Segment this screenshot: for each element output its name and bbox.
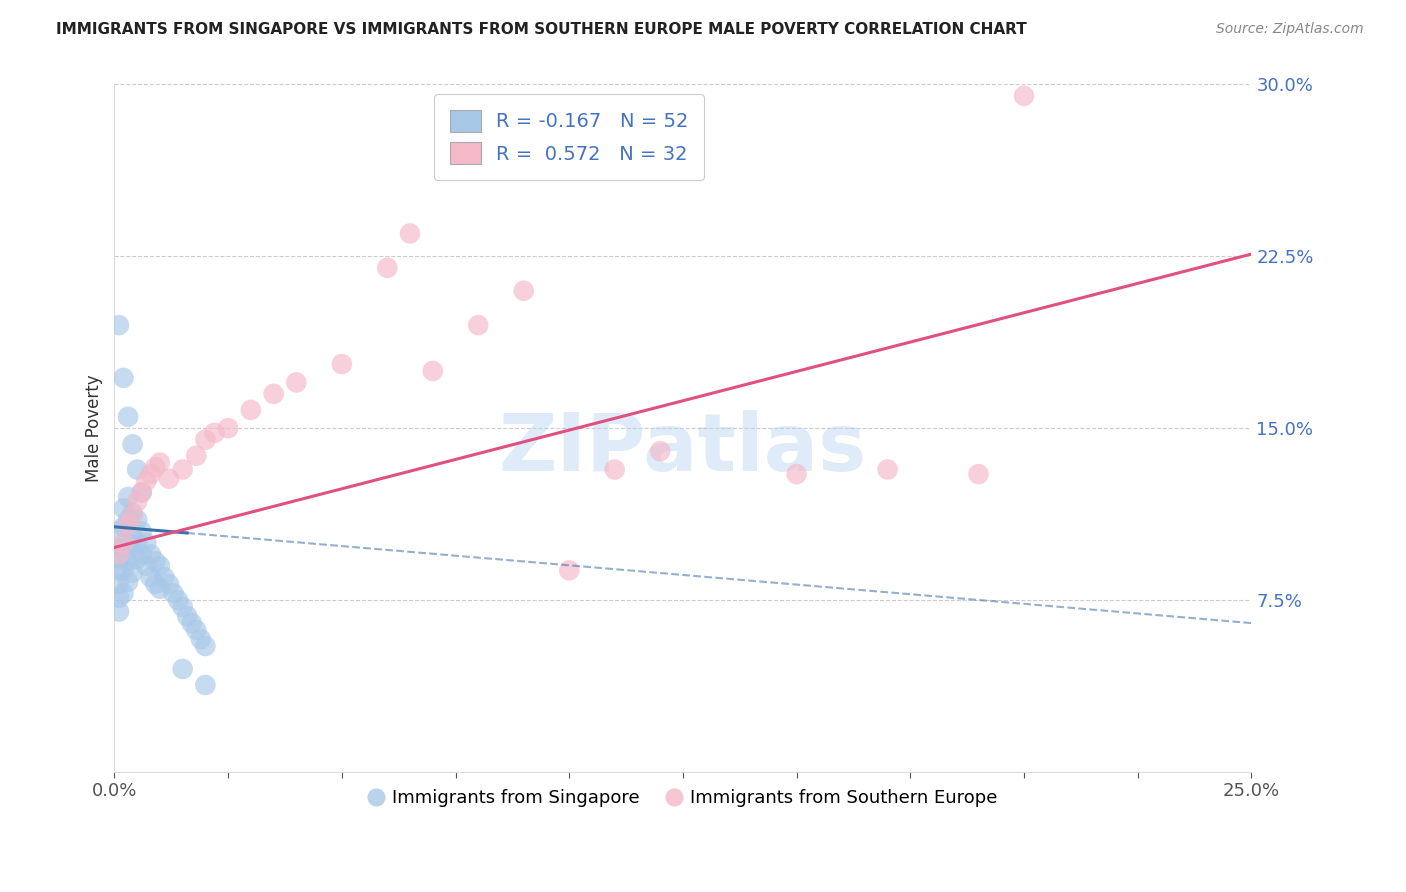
Point <box>558 563 581 577</box>
Point <box>112 563 135 577</box>
Point <box>330 357 353 371</box>
Point <box>131 485 153 500</box>
Point <box>239 403 262 417</box>
Point <box>422 364 444 378</box>
Point <box>180 616 202 631</box>
Point <box>108 542 131 557</box>
Point <box>172 600 194 615</box>
Point <box>135 558 157 573</box>
Point <box>650 444 672 458</box>
Point <box>108 605 131 619</box>
Point <box>117 536 139 550</box>
Point <box>127 494 149 508</box>
Point <box>112 536 135 550</box>
Point <box>112 501 135 516</box>
Text: ZIPatlas: ZIPatlas <box>499 410 868 488</box>
Point <box>108 547 131 561</box>
Point <box>194 433 217 447</box>
Point <box>108 318 131 332</box>
Point <box>131 524 153 539</box>
Point <box>121 506 143 520</box>
Point <box>117 574 139 589</box>
Point <box>143 460 166 475</box>
Point <box>121 547 143 561</box>
Point <box>135 536 157 550</box>
Point <box>127 513 149 527</box>
Point <box>467 318 489 332</box>
Point <box>108 563 131 577</box>
Point <box>112 520 135 534</box>
Point <box>135 474 157 488</box>
Point <box>876 462 898 476</box>
Point <box>153 570 176 584</box>
Point <box>786 467 808 482</box>
Point <box>112 586 135 600</box>
Point <box>121 566 143 580</box>
Point <box>127 462 149 476</box>
Text: IMMIGRANTS FROM SINGAPORE VS IMMIGRANTS FROM SOUTHERN EUROPE MALE POVERTY CORREL: IMMIGRANTS FROM SINGAPORE VS IMMIGRANTS … <box>56 22 1026 37</box>
Point <box>149 582 172 596</box>
Point <box>149 456 172 470</box>
Point <box>217 421 239 435</box>
Point <box>285 376 308 390</box>
Point <box>131 547 153 561</box>
Point <box>117 554 139 568</box>
Point <box>186 449 208 463</box>
Point <box>117 409 139 424</box>
Point <box>190 632 212 647</box>
Point <box>121 529 143 543</box>
Point <box>194 678 217 692</box>
Point <box>186 623 208 637</box>
Legend: Immigrants from Singapore, Immigrants from Southern Europe: Immigrants from Singapore, Immigrants fr… <box>361 782 1005 814</box>
Point <box>157 472 180 486</box>
Point <box>139 547 162 561</box>
Point <box>117 490 139 504</box>
Point <box>127 552 149 566</box>
Point <box>167 593 190 607</box>
Point <box>172 662 194 676</box>
Point <box>108 552 131 566</box>
Point <box>194 639 217 653</box>
Point <box>204 425 226 440</box>
Point <box>1012 89 1035 103</box>
Point <box>139 467 162 482</box>
Point <box>176 609 198 624</box>
Point <box>131 485 153 500</box>
Point <box>143 554 166 568</box>
Point <box>513 284 536 298</box>
Text: Source: ZipAtlas.com: Source: ZipAtlas.com <box>1216 22 1364 37</box>
Point <box>139 570 162 584</box>
Point <box>172 462 194 476</box>
Point <box>375 260 398 275</box>
Point <box>112 371 135 385</box>
Point <box>399 227 422 241</box>
Point <box>157 577 180 591</box>
Point <box>603 462 626 476</box>
Point <box>108 591 131 605</box>
Point <box>108 524 131 539</box>
Point <box>162 586 184 600</box>
Point <box>112 541 135 555</box>
Point <box>108 577 131 591</box>
Point <box>117 513 139 527</box>
Point <box>143 577 166 591</box>
Point <box>117 517 139 532</box>
Y-axis label: Male Poverty: Male Poverty <box>86 375 103 482</box>
Point <box>263 387 285 401</box>
Point <box>127 536 149 550</box>
Point <box>121 437 143 451</box>
Point <box>149 558 172 573</box>
Point <box>967 467 990 482</box>
Point <box>121 508 143 523</box>
